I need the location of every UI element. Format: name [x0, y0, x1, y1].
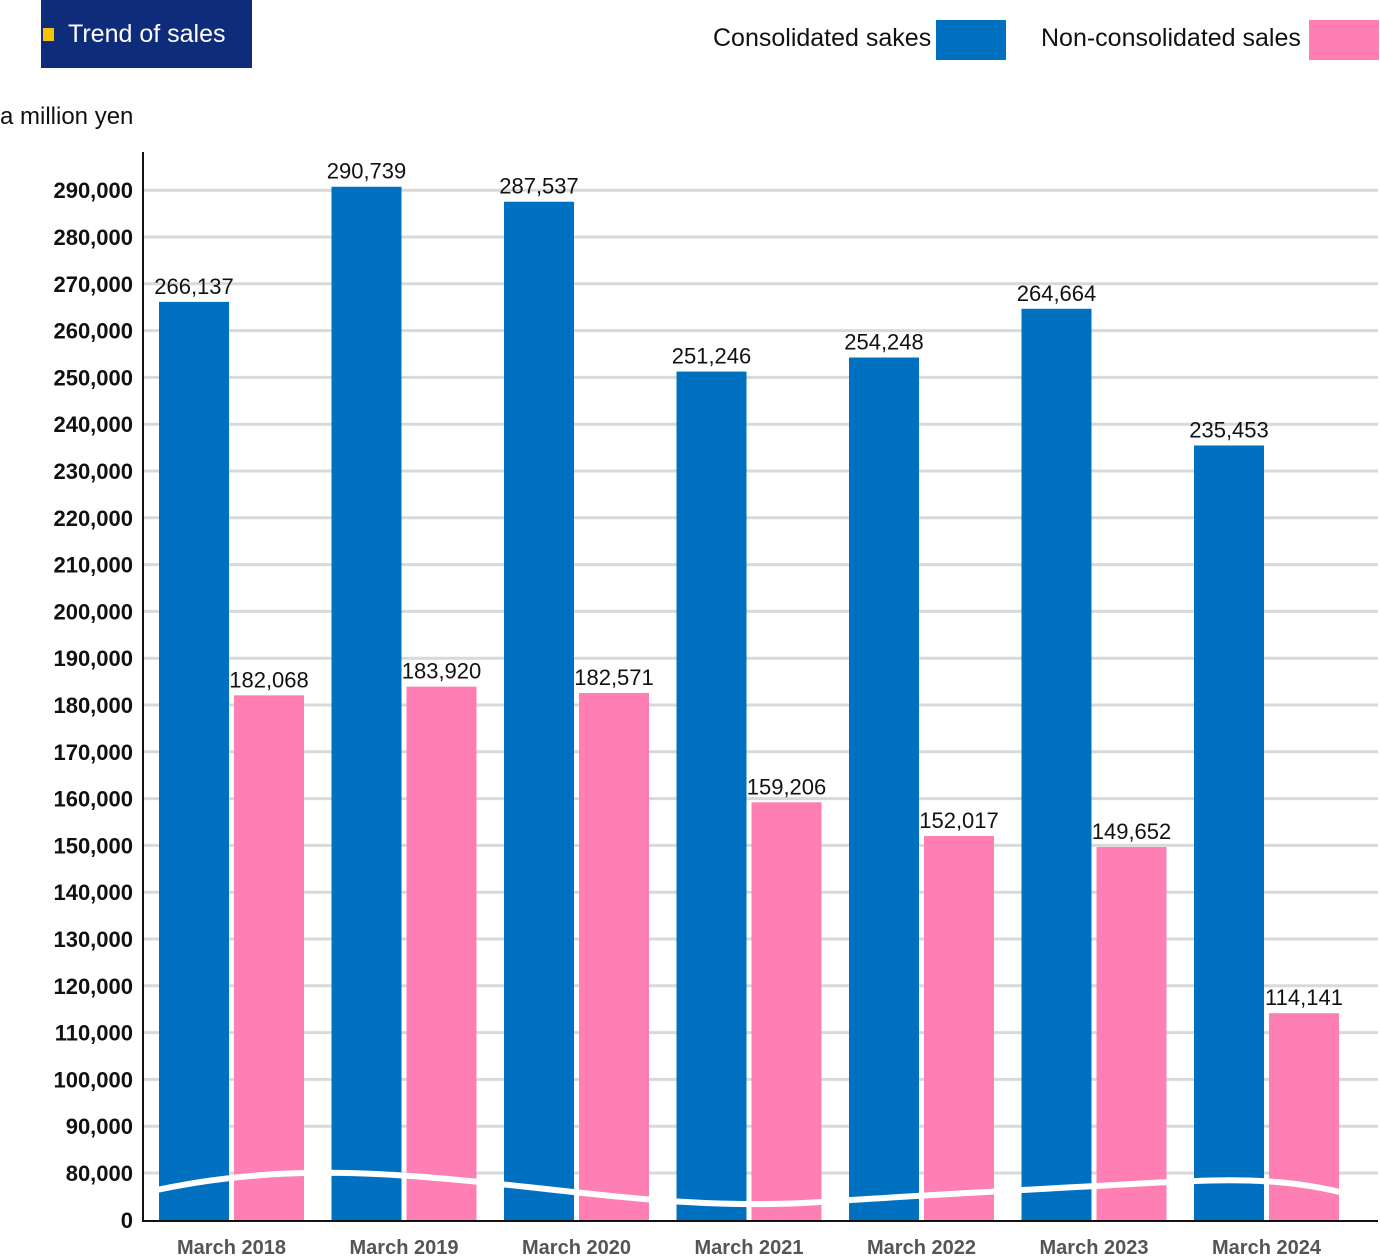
data-label: 266,137: [154, 274, 234, 299]
bar: [504, 201, 574, 1221]
title-marker: [43, 28, 54, 41]
bar: [406, 686, 477, 1220]
y-tick-label: 140,000: [53, 880, 133, 905]
bar: [579, 692, 649, 1220]
y-tick-label: 200,000: [53, 599, 133, 624]
y-tick-label: 180,000: [53, 693, 133, 718]
y-tick-label: 130,000: [53, 927, 133, 952]
y-tick-label: 160,000: [53, 787, 133, 812]
bar: [676, 371, 747, 1220]
data-label: 159,206: [747, 774, 827, 799]
axis-break-line: [142, 1169, 1369, 1208]
y-tick-label: 190,000: [53, 646, 133, 671]
x-tick-label: March 2018: [177, 1237, 286, 1256]
y-axis-unit-label: a million yen: [0, 103, 134, 130]
bar: [1021, 308, 1092, 1221]
data-label: 287,537: [499, 174, 579, 199]
y-tick-label: 100,000: [53, 1067, 133, 1092]
data-label: 183,920: [402, 659, 482, 684]
data-label: 182,068: [229, 667, 309, 692]
y-tick-label: 250,000: [53, 365, 133, 390]
x-tick-label: March 2022: [867, 1237, 976, 1256]
data-label: 149,652: [1092, 819, 1172, 844]
y-tick-label: 0: [121, 1208, 133, 1233]
y-tick-label: 290,000: [53, 178, 133, 203]
data-label: 114,141: [1265, 985, 1343, 1010]
x-tick-label: March 2024: [1212, 1237, 1322, 1256]
data-label: 290,739: [327, 159, 407, 184]
bar: [751, 802, 822, 1220]
data-label: 264,664: [1017, 281, 1097, 306]
y-tick-label: 240,000: [53, 412, 133, 437]
data-label: 235,453: [1189, 417, 1269, 442]
legend-swatch-non-consolidated: [1309, 20, 1379, 60]
y-tick-label: 260,000: [53, 319, 133, 344]
data-label: 182,571: [574, 665, 654, 690]
data-label: 251,246: [672, 344, 752, 369]
bar: [234, 695, 304, 1220]
y-tick-label: 110,000: [55, 1021, 133, 1046]
legend-label-consolidated: Consolidated sakes: [713, 24, 932, 52]
data-label: 152,017: [919, 808, 999, 833]
x-tick-label: March 2020: [522, 1237, 631, 1256]
y-tick-label: 90,000: [66, 1114, 133, 1139]
y-tick-label: 170,000: [53, 740, 133, 765]
y-tick-label: 120,000: [53, 974, 133, 999]
y-tick-label: 220,000: [53, 506, 133, 531]
y-tick-label: 210,000: [53, 553, 133, 578]
bar: [924, 835, 994, 1220]
bar: [159, 301, 229, 1220]
x-tick-label: March 2019: [350, 1237, 459, 1256]
y-tick-label: 280,000: [53, 225, 133, 250]
legend-swatch-consolidated: [936, 20, 1006, 60]
legend-label-non-consolidated: Non-consolidated sales: [1041, 24, 1301, 52]
bar: [331, 186, 402, 1221]
x-tick-label: March 2021: [695, 1237, 804, 1256]
bar: [1194, 445, 1264, 1220]
bar: [1096, 847, 1167, 1220]
bar: [849, 357, 919, 1220]
y-tick-label: 150,000: [53, 833, 133, 858]
chart-title-box: Trend of sales: [41, 0, 252, 68]
y-tick-label: 270,000: [53, 272, 133, 297]
y-tick-label: 230,000: [53, 459, 133, 484]
data-label: 254,248: [844, 330, 924, 355]
y-tick-label: 80,000: [66, 1161, 133, 1186]
chart-title: Trend of sales: [68, 20, 226, 48]
x-tick-label: March 2023: [1040, 1237, 1149, 1256]
